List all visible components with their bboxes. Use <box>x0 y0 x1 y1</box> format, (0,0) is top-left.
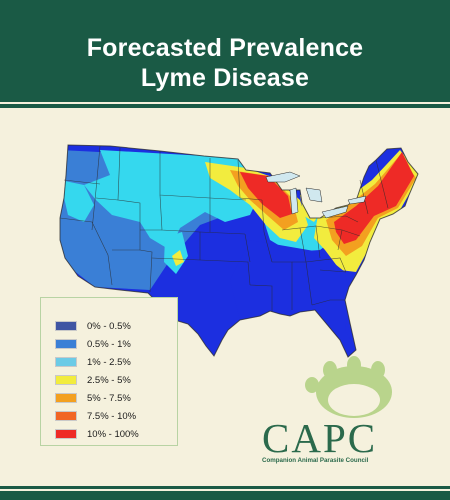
region-northeast-red <box>334 152 414 244</box>
legend-item: 10% - 100% <box>55 428 139 440</box>
page-title-line2: Lyme Disease <box>140 64 310 92</box>
footer-band <box>0 491 450 500</box>
legend-swatch <box>55 357 77 367</box>
lake-michigan <box>289 187 299 215</box>
legend-item: 2.5% - 5% <box>55 374 131 386</box>
legend-label: 0% - 0.5% <box>87 320 131 332</box>
legend-swatch <box>55 321 77 331</box>
lake-erie <box>321 205 349 219</box>
legend-label: 0.5% - 1% <box>87 338 131 350</box>
capc-logo-subtitle: Companion Animal Parasite Council <box>262 457 369 464</box>
region-colorado-hotspot <box>172 250 184 266</box>
legend-label: 1% - 2.5% <box>87 356 131 368</box>
legend-label: 5% - 7.5% <box>87 392 131 404</box>
legend-item: 0% - 0.5% <box>55 320 131 332</box>
legend-item: 0.5% - 1% <box>55 338 131 350</box>
legend-label: 10% - 100% <box>87 428 139 440</box>
page-title-line1: Forecasted Prevalence <box>86 34 364 62</box>
lake-superior <box>265 171 301 183</box>
legend-item: 5% - 7.5% <box>55 392 131 404</box>
legend-swatch <box>55 339 77 349</box>
legend-label: 2.5% - 5% <box>87 374 131 386</box>
header-band <box>0 0 450 102</box>
footer-divider <box>0 486 450 489</box>
legend-swatch <box>55 429 77 439</box>
legend-item: 7.5% - 10% <box>55 410 136 422</box>
lake-huron <box>305 187 323 203</box>
legend-swatch <box>55 411 77 421</box>
legend-swatch <box>55 393 77 403</box>
header-divider <box>0 104 450 108</box>
legend-item: 1% - 2.5% <box>55 356 131 368</box>
region-wisconsin-minnesota <box>240 172 292 218</box>
legend: 0% - 0.5% 0.5% - 1% 1% - 2.5% 2.5% - 5% … <box>40 297 178 446</box>
lake-ontario <box>347 195 367 205</box>
great-lakes <box>265 171 367 219</box>
capc-logo: CAPC <box>262 415 378 461</box>
legend-label: 7.5% - 10% <box>87 410 137 422</box>
region-pacific-nw <box>60 180 94 222</box>
paw-cutout <box>328 384 380 416</box>
legend-swatch <box>55 375 77 385</box>
